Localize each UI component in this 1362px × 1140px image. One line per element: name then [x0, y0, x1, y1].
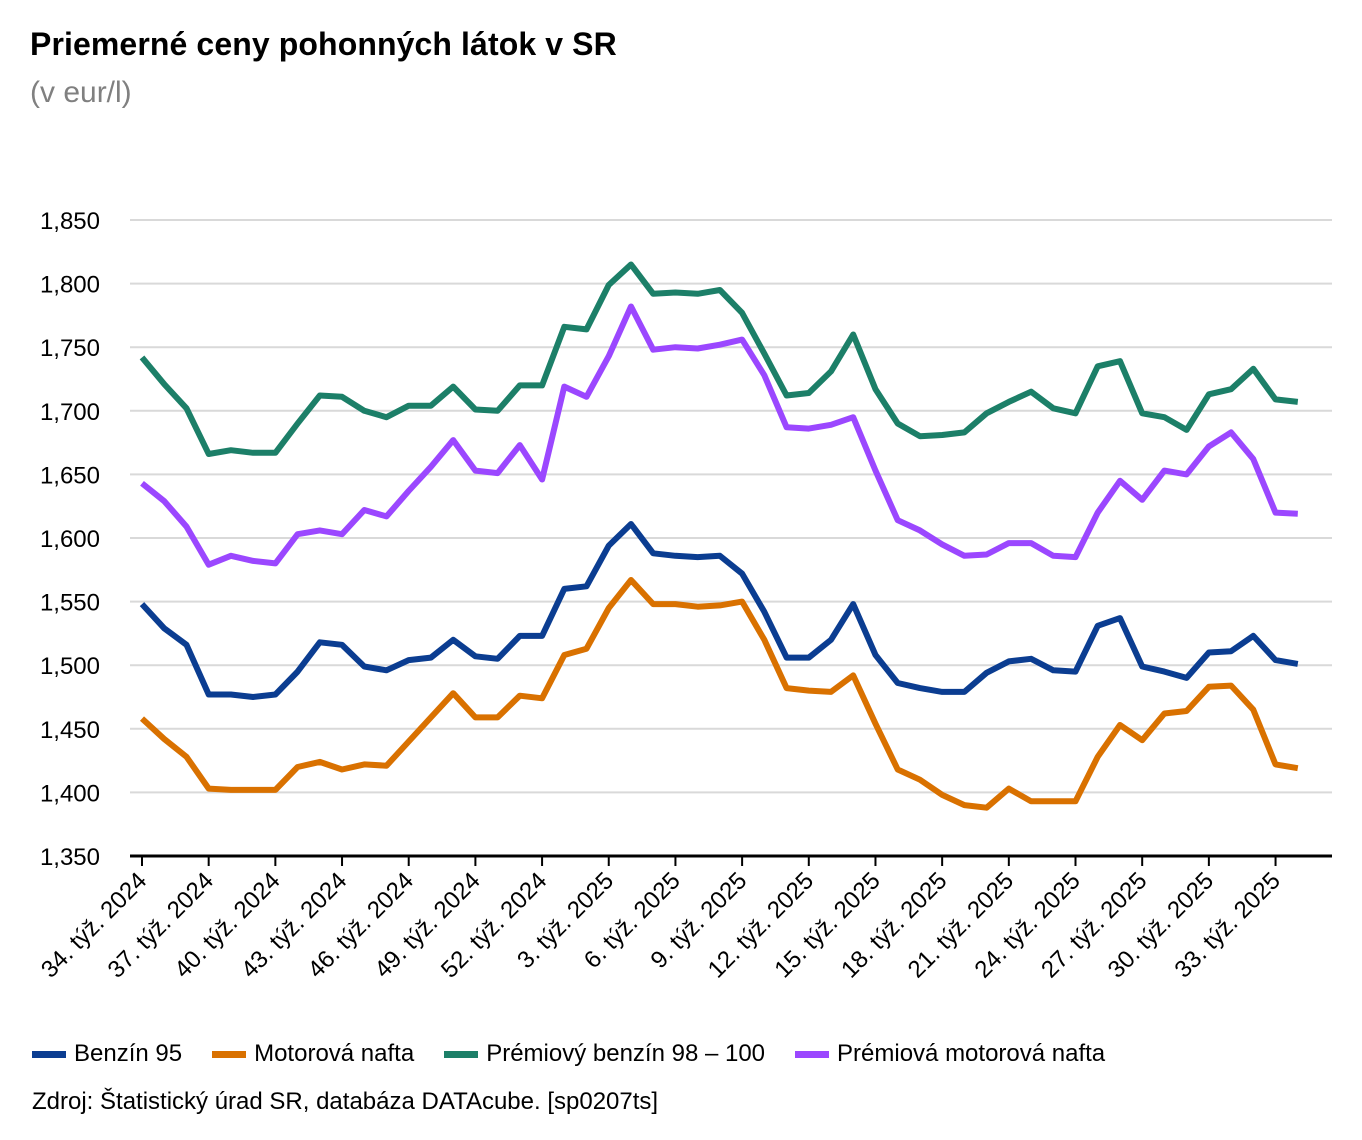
- y-tick-label: 1,750: [40, 335, 100, 362]
- legend-swatch: [212, 1050, 247, 1058]
- legend-item-motorova-nafta: Motorová nafta: [212, 1040, 414, 1068]
- source-note: Zdroj: Štatistický úrad SR, databáza DAT…: [32, 1088, 659, 1115]
- y-tick-label: 1,800: [40, 272, 100, 299]
- legend: Benzín 95 Motorová nafta Prémiový benzín…: [32, 1040, 1135, 1068]
- legend-item-premiova-motorova-nafta: Prémiová motorová nafta: [795, 1040, 1105, 1068]
- y-tick-label: 1,350: [40, 844, 100, 871]
- y-tick-label: 1,450: [40, 717, 100, 744]
- chart-title: Priemerné ceny pohonných látok v SR: [30, 26, 617, 62]
- y-tick-label: 1,500: [40, 653, 100, 680]
- y-tick-label: 1,600: [40, 526, 100, 553]
- y-tick-label: 1,850: [40, 208, 100, 235]
- legend-label: Benzín 95: [74, 1040, 183, 1067]
- y-tick-label: 1,550: [40, 590, 100, 617]
- series-line-1: [139, 577, 1299, 811]
- y-tick-label: 1,400: [40, 780, 100, 807]
- series-line-2: [139, 261, 1299, 457]
- legend-label: Prémiový benzín 98 – 100: [486, 1040, 766, 1067]
- series-line-3: [140, 303, 1298, 568]
- legend-item-benzin-95: Benzín 95: [32, 1040, 182, 1068]
- legend-label: Prémiová motorová nafta: [837, 1040, 1106, 1067]
- y-tick-label: 1,700: [40, 399, 100, 426]
- line-chart: 1,350 1,400 1,450 1,500 1,550 1,600 1,650 1,700…: [36, 208, 1332, 983]
- legend-swatch: [444, 1050, 479, 1058]
- legend-swatch: [32, 1050, 66, 1058]
- series-line-0: [139, 521, 1299, 700]
- legend-item-premiovy-benzin: Prémiový benzín 98 – 100: [444, 1040, 765, 1068]
- legend-swatch: [795, 1050, 830, 1058]
- chart-subtitle: (v eur/l): [30, 76, 132, 109]
- y-tick-label: 1,650: [40, 462, 100, 489]
- legend-label: Motorová nafta: [254, 1040, 415, 1067]
